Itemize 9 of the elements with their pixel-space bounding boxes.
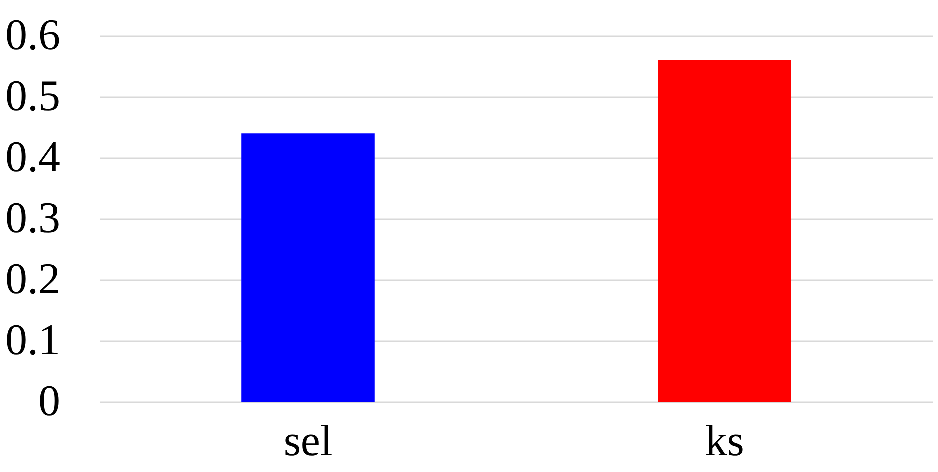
- y-tick-label: 0.2: [6, 254, 60, 304]
- x-tick-label: sel: [284, 416, 333, 466]
- x-tick-label: ks: [705, 416, 744, 466]
- y-tick-label: 0.1: [6, 316, 60, 364]
- y-tick-label: 0.4: [6, 132, 60, 182]
- y-tick-label: 0: [38, 376, 60, 426]
- y-tick-label: 0.5: [6, 72, 60, 120]
- y-tick-label: 0.6: [6, 10, 60, 60]
- y-tick-label: 0.3: [6, 194, 60, 242]
